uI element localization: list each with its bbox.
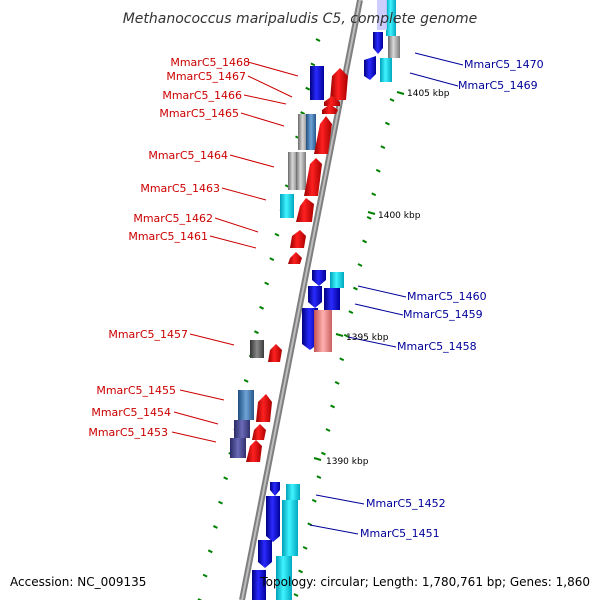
outer-tick [311, 498, 317, 503]
gene-mmarc5-1457[interactable] [250, 340, 282, 362]
label-mmarc5-1463[interactable]: MmarC5_1463 [140, 182, 220, 195]
outer-tick [330, 404, 336, 409]
gene-tracks [230, 0, 400, 600]
outer-tick [302, 545, 308, 550]
outer-tick [352, 286, 358, 291]
label-mmarc5-1469[interactable]: MmarC5_1469 [458, 79, 538, 92]
gene-mmarc5-1465[interactable] [298, 114, 332, 154]
outer-tick [366, 215, 372, 220]
inner-tick [269, 257, 275, 262]
outer-tick [389, 98, 395, 102]
gene-mmarc5-1458[interactable] [302, 308, 332, 352]
inner-tick [223, 476, 229, 481]
scale-ticks [197, 38, 395, 600]
inner-tick [243, 378, 249, 383]
label-mmarc5-1470[interactable]: MmarC5_1470 [464, 58, 544, 71]
outer-tick [357, 263, 363, 267]
outer-tick [325, 428, 331, 432]
left-gene-labels: MmarC5_1468 MmarC5_1467 MmarC5_1466 Mmar… [88, 56, 250, 439]
gene-mmarc5-1451[interactable] [252, 540, 292, 600]
right-connectors [309, 52, 464, 535]
outer-tick [320, 451, 326, 456]
inner-tick [197, 598, 203, 600]
gene-mmarc5-1470[interactable] [373, 0, 400, 58]
left-connectors [171, 61, 299, 443]
inner-tick [202, 573, 208, 578]
label-mmarc5-1467[interactable]: MmarC5_1467 [166, 70, 246, 83]
gene-mmarc5-1467[interactable] [324, 96, 340, 106]
label-mmarc5-1453[interactable]: MmarC5_1453 [88, 426, 168, 439]
accession-text: Accession: NC_009135 [10, 575, 146, 589]
label-mmarc5-1459[interactable]: MmarC5_1459 [403, 308, 483, 321]
outer-tick [298, 569, 304, 574]
outer-tick [380, 145, 386, 150]
topology-text: Topology: circular; Length: 1,780,761 bp… [259, 575, 590, 589]
label-mmarc5-1462[interactable]: MmarC5_1462 [133, 212, 213, 225]
inner-tick [253, 330, 259, 335]
label-mmarc5-1466[interactable]: MmarC5_1466 [162, 89, 242, 102]
outer-tick [316, 475, 322, 480]
inner-tick [218, 500, 223, 505]
inner-tick [305, 86, 311, 91]
outer-tick [348, 310, 354, 315]
inner-tick [315, 38, 321, 42]
gene-mmarc5-1469[interactable] [364, 56, 392, 82]
inner-tick [310, 62, 316, 67]
label-mmarc5-1452[interactable]: MmarC5_1452 [366, 497, 446, 510]
scale-label-1400: 1400 kbp [378, 211, 421, 221]
gene-mmarc5-1466[interactable] [322, 104, 338, 114]
label-mmarc5-1454[interactable]: MmarC5_1454 [91, 406, 171, 419]
gene-mmarc5-1459[interactable] [308, 286, 340, 310]
outer-tick [343, 333, 349, 338]
scale-label-1405: 1405 kbp [407, 89, 450, 99]
gene-mmarc5-1454[interactable] [234, 420, 266, 440]
inner-tick [212, 525, 218, 529]
label-mmarc5-1455[interactable]: MmarC5_1455 [96, 384, 176, 397]
outer-tick [375, 168, 381, 173]
label-mmarc5-1460[interactable]: MmarC5_1460 [407, 290, 487, 303]
outer-tick [293, 593, 299, 597]
scale-labels: 1405 kbp 1400 kbp 1395 kbp 1390 kbp [313, 89, 450, 467]
gene-mmarc5-1453[interactable] [230, 438, 262, 462]
outer-tick [371, 192, 377, 197]
label-mmarc5-1451[interactable]: MmarC5_1451 [360, 527, 440, 540]
gene-mmarc5-1464[interactable] [288, 152, 322, 196]
inner-tick [259, 305, 265, 310]
right-gene-labels: MmarC5_1470 MmarC5_1469 MmarC5_1460 Mmar… [360, 58, 544, 540]
outer-tick [334, 380, 340, 385]
gene-mmarc5-1461[interactable] [288, 230, 306, 264]
inner-tick [300, 111, 306, 115]
label-mmarc5-1458[interactable]: MmarC5_1458 [397, 340, 477, 353]
label-mmarc5-1465[interactable]: MmarC5_1465 [159, 107, 239, 120]
gene-mmarc5-1455[interactable] [238, 390, 272, 422]
label-mmarc5-1464[interactable]: MmarC5_1464 [148, 149, 228, 162]
inner-tick [207, 549, 213, 554]
gene-mmarc5-1460[interactable] [312, 270, 344, 288]
inner-tick [274, 232, 280, 237]
outer-tick [362, 239, 368, 244]
outer-tick [384, 121, 390, 126]
outer-tick [339, 357, 345, 362]
label-mmarc5-1461[interactable]: MmarC5_1461 [128, 230, 208, 243]
gene-mmarc5-1468[interactable] [310, 66, 348, 100]
label-mmarc5-1457[interactable]: MmarC5_1457 [108, 328, 188, 341]
inner-tick [264, 281, 270, 286]
scale-label-1395: 1395 kbp [346, 333, 389, 343]
label-mmarc5-1468[interactable]: MmarC5_1468 [170, 56, 250, 69]
gene-mmarc5-1452[interactable] [266, 482, 300, 556]
map-title: Methanococcus maripaludis C5, complete g… [123, 11, 478, 27]
gene-mmarc5-1463[interactable] [280, 194, 314, 222]
scale-label-1390: 1390 kbp [326, 457, 369, 467]
